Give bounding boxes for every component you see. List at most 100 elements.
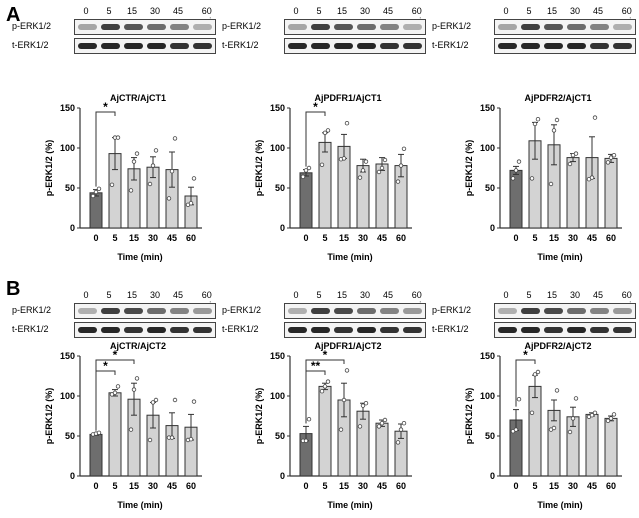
significance-label: * bbox=[103, 100, 108, 114]
x-tick-label: 15 bbox=[129, 233, 139, 243]
blot-band bbox=[170, 327, 189, 333]
blot-time-label: 30 bbox=[149, 290, 161, 300]
blot-band bbox=[334, 24, 353, 30]
blot-strip bbox=[494, 303, 636, 319]
y-axis-label: p-ERK1/2 (%) bbox=[44, 140, 54, 197]
panel-label-b: B bbox=[6, 278, 21, 300]
blot-band bbox=[590, 24, 609, 30]
data-point bbox=[128, 188, 134, 193]
significance-bracket bbox=[305, 359, 345, 424]
x-tick-label: 0 bbox=[303, 233, 308, 243]
blot-time-label: 30 bbox=[149, 6, 161, 16]
data-point bbox=[376, 424, 382, 429]
data-point bbox=[306, 416, 312, 422]
data-point bbox=[303, 168, 309, 173]
data-point bbox=[608, 416, 614, 421]
blot-time-label: 45 bbox=[172, 6, 184, 16]
y-tick-label: 150 bbox=[60, 103, 75, 113]
x-tick-label: 5 bbox=[112, 233, 117, 243]
x-tick-label: 5 bbox=[322, 233, 327, 243]
blot-band bbox=[613, 308, 632, 314]
blot-band bbox=[498, 24, 517, 30]
blot-time-label: 15 bbox=[126, 6, 138, 16]
blot-band bbox=[147, 24, 166, 30]
data-point bbox=[341, 156, 347, 161]
blot-band bbox=[311, 24, 330, 30]
blot-strip bbox=[494, 38, 636, 54]
data-point bbox=[401, 146, 407, 151]
data-point bbox=[532, 121, 538, 127]
blot-band bbox=[590, 327, 609, 333]
blot-band bbox=[101, 24, 120, 30]
blot-band bbox=[78, 308, 97, 314]
y-tick-label: 100 bbox=[60, 391, 75, 401]
blot-band bbox=[193, 327, 212, 333]
data-point bbox=[325, 379, 331, 384]
blot-time-label: 5 bbox=[106, 6, 112, 16]
blot-band bbox=[124, 327, 143, 333]
blot-time-label: 0 bbox=[293, 290, 299, 300]
blot-band bbox=[613, 43, 632, 49]
data-point bbox=[513, 168, 519, 173]
blot-band bbox=[521, 24, 540, 30]
y-axis-label: p-ERK1/2 (%) bbox=[254, 140, 264, 197]
y-tick-label: 0 bbox=[280, 223, 285, 233]
chart-title: AjCTR/AjCT2 bbox=[110, 341, 166, 351]
blot-band bbox=[193, 308, 212, 314]
significance-label: * bbox=[103, 359, 108, 373]
x-tick-label: 60 bbox=[186, 233, 196, 243]
blot-band bbox=[193, 43, 212, 49]
x-tick-label: 0 bbox=[303, 481, 308, 491]
blot-band bbox=[288, 308, 307, 314]
blot-band bbox=[544, 327, 563, 333]
blot-strip bbox=[74, 38, 216, 54]
blot-band bbox=[288, 24, 307, 30]
blot-row-label: p-ERK1/2 bbox=[432, 21, 472, 31]
y-tick-label: 50 bbox=[65, 183, 75, 193]
data-point bbox=[398, 163, 404, 168]
x-tick-label: 5 bbox=[322, 481, 327, 491]
blot-band bbox=[311, 308, 330, 314]
data-point bbox=[96, 186, 102, 191]
data-point bbox=[300, 174, 306, 179]
blot-strip bbox=[74, 19, 216, 35]
bar bbox=[299, 172, 313, 229]
x-tick-label: 0 bbox=[93, 481, 98, 491]
x-tick-label: 30 bbox=[568, 481, 578, 491]
x-axis-label: Time (min) bbox=[327, 252, 372, 262]
blot-band bbox=[147, 327, 166, 333]
data-point bbox=[363, 401, 369, 406]
significance-label: * bbox=[323, 348, 328, 362]
data-point bbox=[131, 387, 137, 392]
data-point bbox=[112, 390, 118, 395]
data-point bbox=[172, 397, 178, 403]
y-tick-label: 0 bbox=[70, 223, 75, 233]
chart-title: AjCTR/AjCT1 bbox=[110, 93, 166, 103]
data-point bbox=[319, 389, 325, 394]
y-tick-label: 50 bbox=[485, 431, 495, 441]
blot-band bbox=[101, 308, 120, 314]
blot-time-label: 45 bbox=[382, 6, 394, 16]
significance-label: * bbox=[523, 348, 528, 362]
data-point bbox=[513, 427, 519, 432]
blot-band bbox=[521, 327, 540, 333]
blot-time-label: 5 bbox=[526, 290, 532, 300]
blot-band bbox=[78, 327, 97, 333]
y-tick-label: 0 bbox=[490, 223, 495, 233]
data-point bbox=[153, 148, 159, 153]
data-point bbox=[134, 376, 140, 381]
data-point bbox=[551, 425, 557, 431]
blot-band bbox=[124, 24, 143, 30]
data-point bbox=[554, 117, 560, 123]
data-point bbox=[341, 397, 347, 403]
x-tick-label: 15 bbox=[129, 481, 139, 491]
data-point bbox=[338, 427, 344, 432]
y-tick-label: 150 bbox=[270, 103, 285, 113]
